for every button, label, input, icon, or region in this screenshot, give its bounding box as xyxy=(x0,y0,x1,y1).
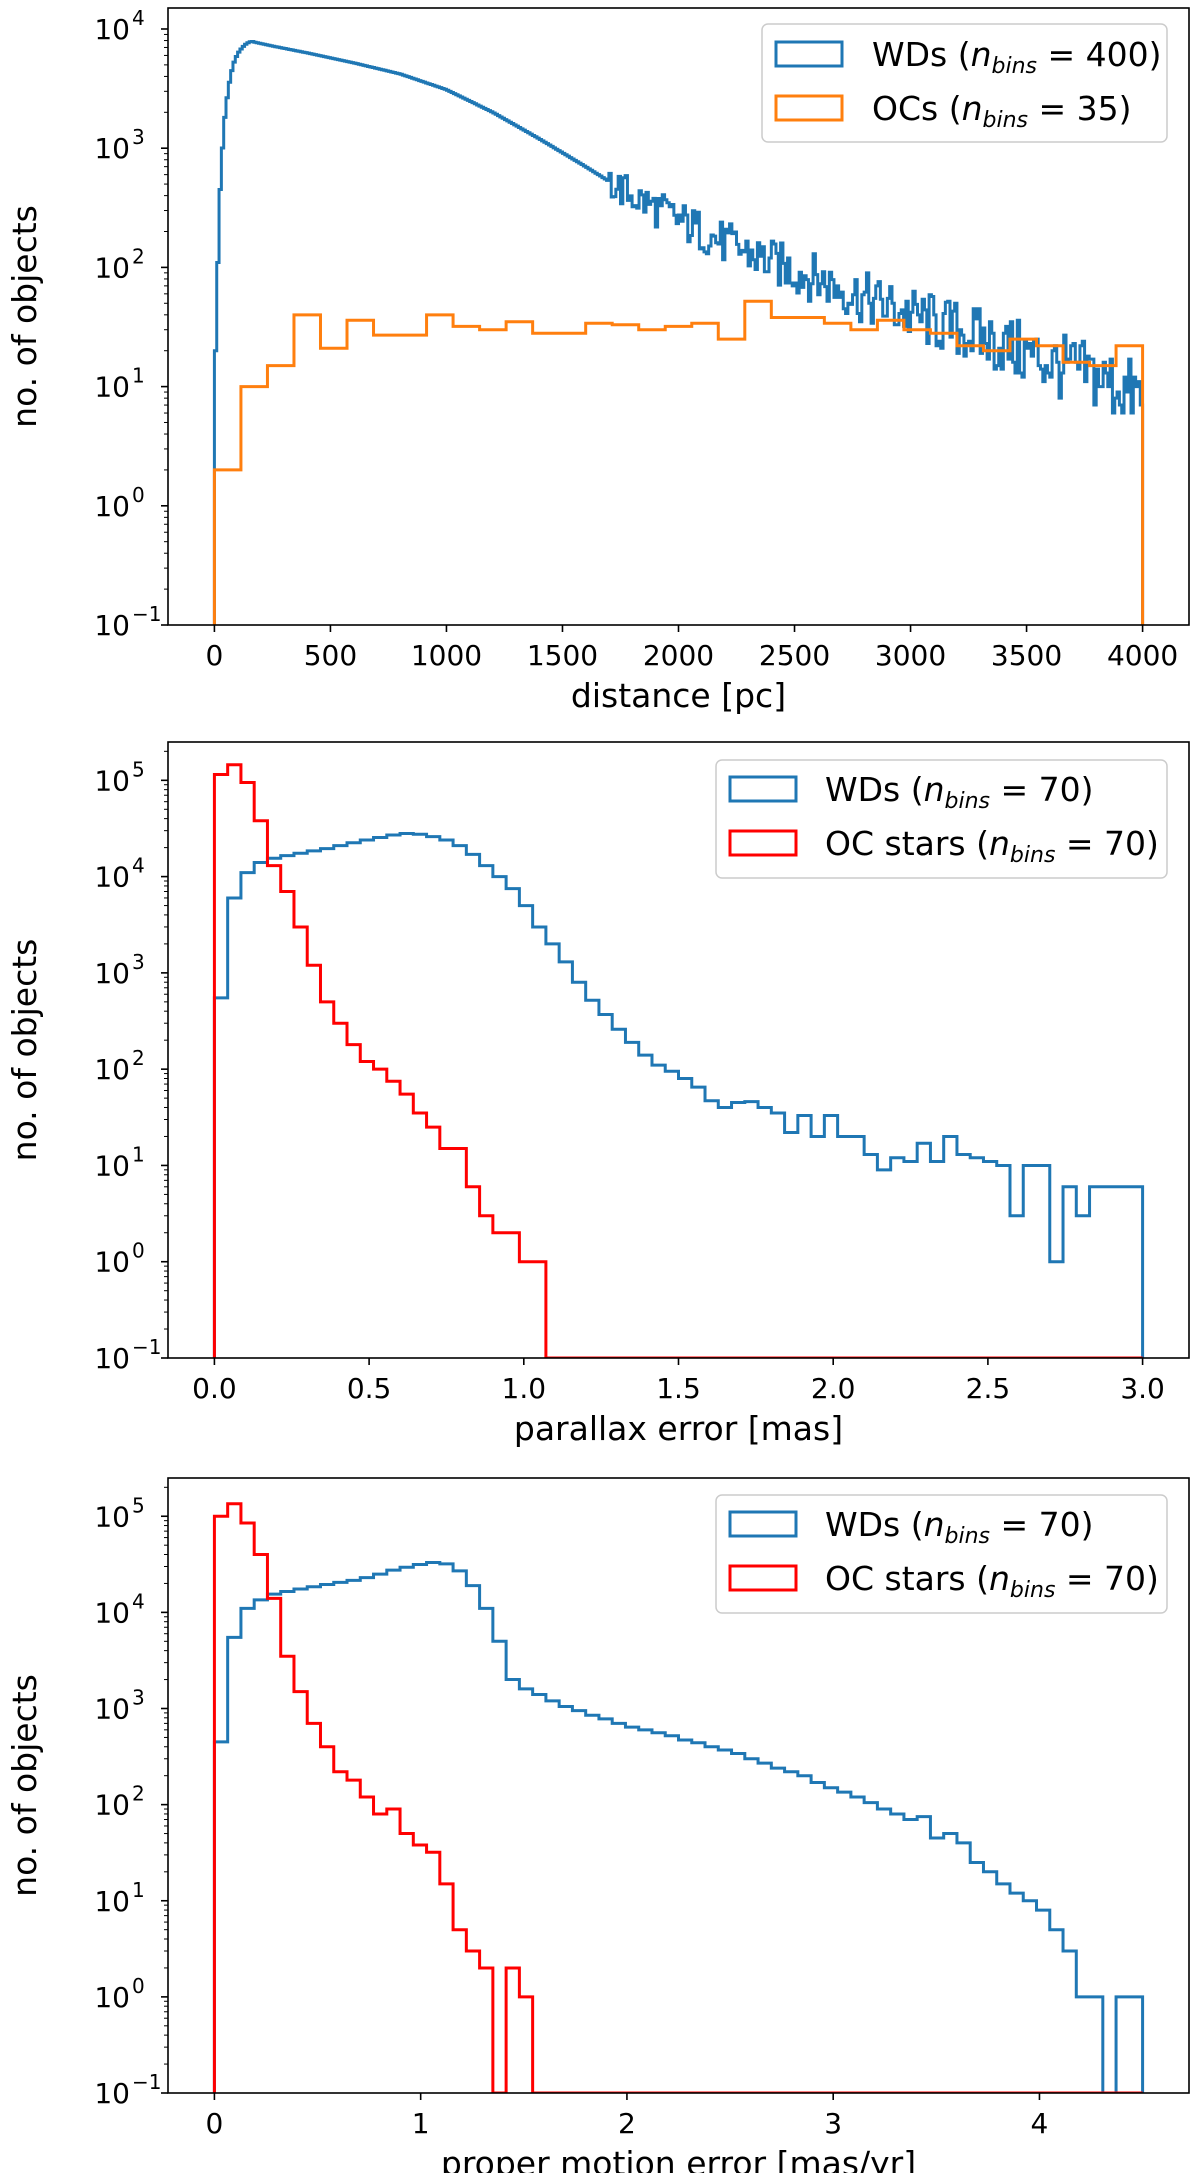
axes-frame xyxy=(167,1477,1190,2094)
x-tick-label: 1.0 xyxy=(502,1372,547,1405)
series-ocs-histogram xyxy=(212,299,1145,625)
y-tick-label-exponent: 1 xyxy=(132,1142,145,1166)
legend: WDs (nbins = 70) OC stars (nbins = 70) xyxy=(715,1494,1168,1614)
series-wds-histogram xyxy=(212,40,1145,625)
legend-label-oc-stars: OC stars (nbins = 70) xyxy=(825,1559,1159,1603)
x-tick-label: 1.5 xyxy=(656,1372,701,1405)
y-tick-label-exponent: −1 xyxy=(132,1335,161,1359)
legend-swatch-oc-stars xyxy=(728,1564,798,1592)
legend-box xyxy=(761,23,1168,143)
x-tick-label: 2.0 xyxy=(811,1372,856,1405)
y-axis-title: no. of objects xyxy=(5,1674,44,1897)
y-tick-label-exponent: −1 xyxy=(132,2070,161,2094)
legend-box xyxy=(715,759,1168,879)
x-tick-label: 3.0 xyxy=(1120,1372,1165,1405)
y-tick-label-exponent: 5 xyxy=(132,1493,145,1517)
y-tick-label: 10 xyxy=(94,13,130,46)
legend-swatch-ocs xyxy=(774,94,844,122)
y-tick-label: 10 xyxy=(94,1596,130,1629)
y-tick-label: 10 xyxy=(94,1693,130,1726)
plot-area xyxy=(212,1502,1145,2093)
y-tick-label: 10 xyxy=(94,2077,130,2110)
x-tick-label: 2 xyxy=(618,2107,636,2140)
y-tick-label: 10 xyxy=(94,861,130,894)
x-tick-label: 1 xyxy=(412,2107,430,2140)
y-tick-label: 10 xyxy=(94,957,130,990)
x-tick-label: 3 xyxy=(824,2107,842,2140)
x-axis-title: parallax error [mas] xyxy=(514,1409,843,1448)
x-tick-label: 0.0 xyxy=(192,1372,237,1405)
y-tick-label: 10 xyxy=(94,1149,130,1182)
legend-swatch-wds xyxy=(728,1510,798,1538)
y-tick-label: 10 xyxy=(94,490,130,523)
legend-label-oc-stars: OC stars (nbins = 70) xyxy=(825,824,1159,868)
series-wds-histogram xyxy=(212,1561,1145,2093)
y-tick-label: 10 xyxy=(94,1981,130,2014)
x-tick-label: 1000 xyxy=(411,639,482,672)
y-tick-label-exponent: 4 xyxy=(132,6,145,30)
x-tick-label: 4 xyxy=(1031,2107,1049,2140)
legend: WDs (nbins = 70) OC stars (nbins = 70) xyxy=(715,759,1168,879)
x-tick-label: 4000 xyxy=(1107,639,1178,672)
x-tick-label: 3500 xyxy=(991,639,1062,672)
y-tick-label-exponent: 2 xyxy=(132,1046,145,1070)
x-axis-title: proper motion error [mas/yr] xyxy=(441,2144,916,2173)
y-tick-label-exponent: 2 xyxy=(132,1782,145,1806)
legend-swatch-wds xyxy=(774,40,844,68)
x-axis-title: distance [pc] xyxy=(571,676,786,715)
series-wds-histogram xyxy=(212,832,1145,1358)
y-tick-label: 10 xyxy=(94,132,130,165)
series-oc-stars-histogram xyxy=(212,1502,1143,2093)
x-tick-label: 3000 xyxy=(875,639,946,672)
y-tick-label: 10 xyxy=(94,1885,130,1918)
plot-area xyxy=(212,40,1145,625)
y-tick-label: 10 xyxy=(94,1053,130,1086)
legend-label-ocs: OCs (nbins = 35) xyxy=(872,89,1131,133)
y-tick-label-exponent: 5 xyxy=(132,757,145,781)
x-tick-label: 2500 xyxy=(759,639,830,672)
y-tick-label-exponent: 3 xyxy=(132,1686,145,1710)
y-tick-label-exponent: 4 xyxy=(132,854,145,878)
y-tick-label-exponent: 3 xyxy=(132,950,145,974)
y-tick-label-exponent: 2 xyxy=(132,244,145,268)
y-tick-label-exponent: 0 xyxy=(132,483,145,507)
x-tick-label: 0 xyxy=(205,639,223,672)
y-tick-label: 10 xyxy=(94,371,130,404)
y-tick-label: 10 xyxy=(94,1789,130,1822)
y-tick-label-exponent: 4 xyxy=(132,1589,145,1613)
y-tick-label: 10 xyxy=(94,1246,130,1279)
legend: WDs (nbins = 400) OCs (nbins = 35) xyxy=(761,23,1168,143)
x-tick-label: 2.5 xyxy=(966,1372,1011,1405)
y-tick-label: 10 xyxy=(94,1342,130,1375)
legend-swatch-wds xyxy=(728,775,798,803)
y-tick-label-exponent: 1 xyxy=(132,364,145,388)
x-tick-label: 2000 xyxy=(643,639,714,672)
plot-area xyxy=(212,763,1145,1358)
y-tick-label: 10 xyxy=(94,1500,130,1533)
y-tick-label: 10 xyxy=(94,764,130,797)
legend-box xyxy=(715,1494,1168,1614)
y-tick-label-exponent: 3 xyxy=(132,125,145,149)
legend-label-wds: WDs (nbins = 70) xyxy=(825,770,1094,814)
x-tick-label: 1500 xyxy=(527,639,598,672)
y-tick-label-exponent: −1 xyxy=(132,602,161,626)
y-tick-label-exponent: 0 xyxy=(132,1974,145,1998)
y-tick-label: 10 xyxy=(94,609,130,642)
legend-label-wds: WDs (nbins = 70) xyxy=(825,1505,1094,1549)
y-tick-label-exponent: 0 xyxy=(132,1239,145,1263)
y-tick-label-exponent: 1 xyxy=(132,1878,145,1902)
y-axis-title: no. of objects xyxy=(5,939,44,1162)
legend-label-wds: WDs (nbins = 400) xyxy=(872,35,1162,79)
series-oc-stars-histogram xyxy=(212,763,1143,1358)
x-tick-label: 0.5 xyxy=(347,1372,392,1405)
y-axis-title: no. of objects xyxy=(5,205,44,428)
x-tick-label: 0 xyxy=(205,2107,223,2140)
y-tick-label: 10 xyxy=(94,251,130,284)
legend-swatch-oc-stars xyxy=(728,829,798,857)
x-tick-label: 500 xyxy=(304,639,357,672)
